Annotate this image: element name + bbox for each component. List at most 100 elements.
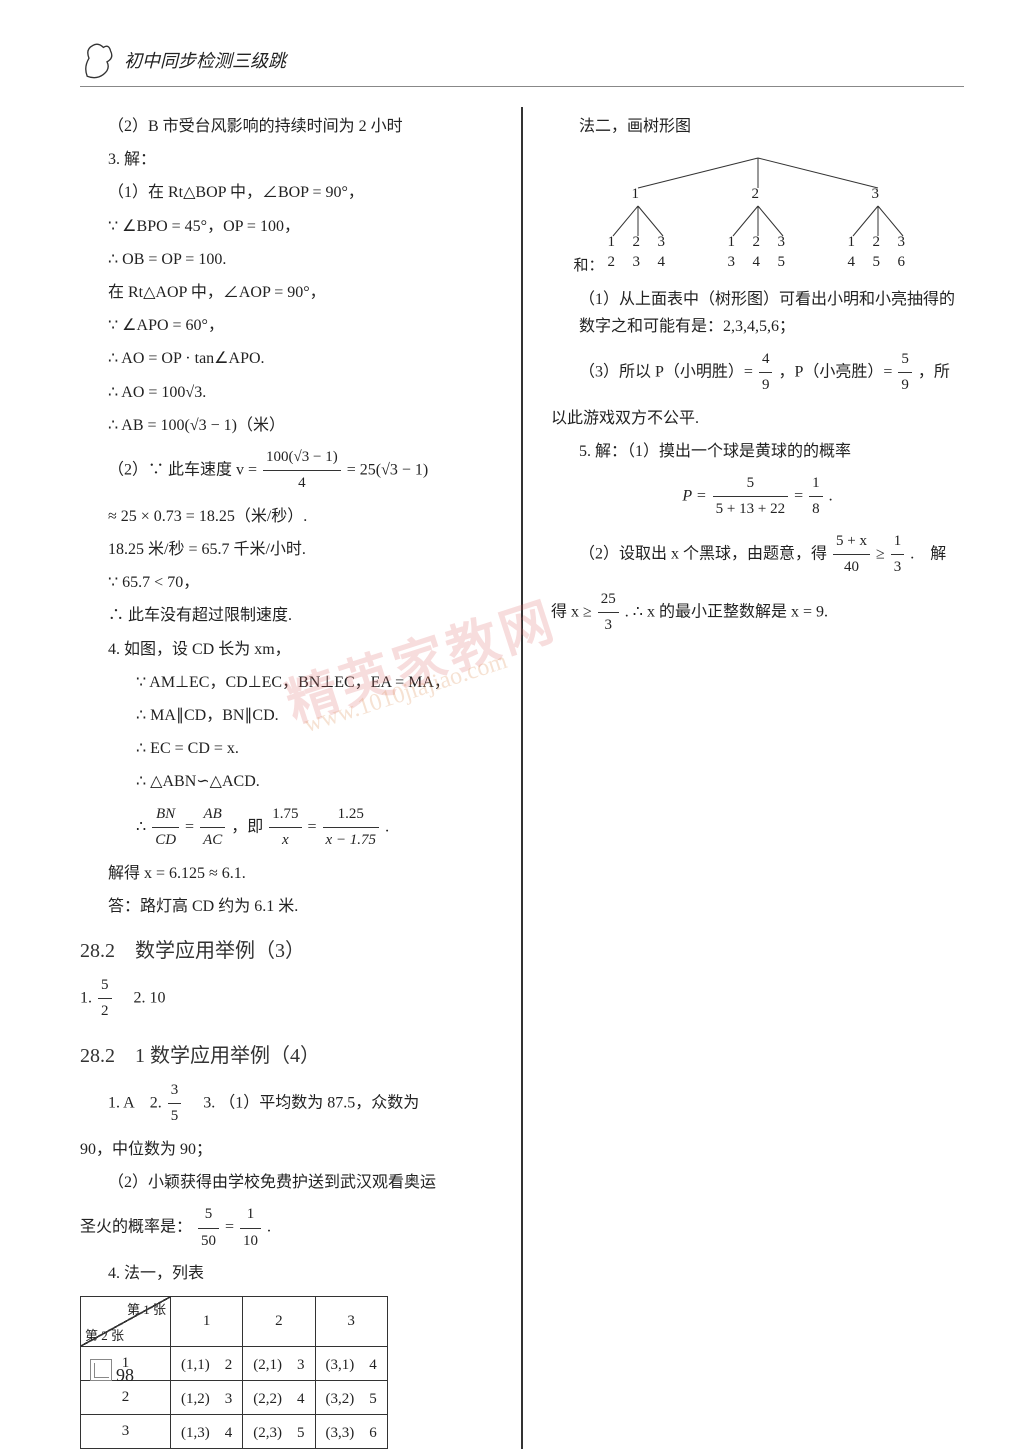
text: .: [385, 818, 389, 835]
text-line: 1. A 2. 35 3. （1）平均数为 87.5，众数为: [80, 1078, 493, 1130]
table-cell: (1,1) 2: [171, 1346, 243, 1380]
fraction: 13: [891, 529, 905, 581]
table-cell: (2,1) 3: [243, 1346, 315, 1380]
text-line: 1. 52 2. 10: [80, 973, 493, 1025]
text-line: 以此游戏双方不公平.: [551, 405, 964, 432]
tree-sum: 3: [633, 254, 641, 271]
header-title: 初中同步检测三级跳: [124, 47, 286, 73]
text-line: （2）设取出 x 个黑球，由题意，得 5 + x40 ≥ 13 . 解: [551, 529, 964, 581]
text: =: [225, 1219, 238, 1236]
fraction: 35: [168, 1078, 182, 1130]
text-line: 得 x ≥ 253 . ∴ x 的最小正整数解是 x = 9.: [551, 587, 964, 639]
text-line: ∴ 此车没有超过限制速度.: [80, 602, 493, 629]
text-line: ∴ AO = 100√3.: [80, 379, 493, 406]
text-line: （3）所以 P（小明胜）= 49 ，P（小亮胜）= 59 ，所: [551, 347, 964, 399]
tree-sum: 4: [753, 254, 761, 271]
table-cell: (2,3) 5: [243, 1414, 315, 1448]
text: 圣火的概率是：: [80, 1219, 192, 1236]
tree-leaf: 3: [778, 234, 786, 251]
text-line: ∴ AO = OP · tan∠APO.: [80, 345, 493, 372]
section-title: 28.2 1 数学应用举例（4）: [80, 1039, 493, 1068]
text: P =: [682, 488, 710, 505]
text-line: ∴ AB = 100(√3 − 1)（米）: [80, 412, 493, 439]
page-number: 98: [90, 1359, 134, 1386]
table-col-header: 1: [171, 1296, 243, 1346]
left-column: （2）B 市受台风影响的持续时间为 2 小时 3. 解： （1）在 Rt△BOP…: [80, 107, 493, 1449]
text-line: ∵ ∠APO = 60°，: [80, 312, 493, 339]
text: 得 x ≥: [551, 604, 596, 621]
table-cell: (3,2) 5: [315, 1380, 387, 1414]
text-line: ∵ ∠BPO = 45°，OP = 100，: [80, 213, 493, 240]
text-line: 4. 如图，设 CD 长为 xm，: [80, 636, 493, 663]
fraction: 550: [198, 1202, 219, 1254]
tree-leaf: 1: [728, 234, 736, 251]
tree-leaf: 2: [633, 234, 641, 251]
tree-leaf: 3: [658, 234, 666, 251]
text-line: 4. 法一，列表: [80, 1260, 493, 1287]
text-line: ≈ 25 × 0.73 = 18.25（米/秒）.: [80, 503, 493, 530]
text-line: 解得 x = 6.125 ≈ 6.1.: [80, 860, 493, 887]
tree-node: 2: [752, 186, 760, 203]
text-line: （2）小颖获得由学校免费护送到武汉观看奥运: [80, 1169, 493, 1196]
tree-node: 1: [632, 186, 640, 203]
table-cell: (3,1) 4: [315, 1346, 387, 1380]
fraction: 49: [759, 347, 773, 399]
fraction: BNCD: [152, 802, 179, 854]
fraction: 100(√3 − 1)4: [263, 445, 341, 497]
squirrel-logo-icon: [80, 40, 116, 80]
table-col-header: 2: [243, 1296, 315, 1346]
text: ，即: [231, 818, 263, 835]
tree-leaf: 1: [608, 234, 616, 251]
fraction: ABAC: [200, 802, 225, 854]
text: （2）∵ 此车速度 v =: [108, 462, 261, 479]
tree-diagram: 1 2 3 1 2 3 1 2 3 1 2 3 和： 2 3 4 3 4 5 4: [568, 148, 948, 278]
text-line: （2）B 市受台风影响的持续时间为 2 小时: [80, 113, 493, 140]
fraction: 1.25x − 1.75: [323, 802, 380, 854]
tree-sum: 5: [778, 254, 786, 271]
text-line: ∴ EC = CD = x.: [80, 735, 493, 762]
text-line: 5. 解：（1）摸出一个球是黄球的的概率: [551, 438, 964, 465]
table-cell: (1,2) 3: [171, 1380, 243, 1414]
diag-bot-label: 第 2 张: [85, 1325, 124, 1344]
text-line: 法二，画树形图: [551, 113, 964, 140]
page-num-text: 98: [116, 1365, 134, 1385]
column-divider: [521, 107, 523, 1449]
fraction: 110: [240, 1202, 261, 1254]
text-line: P = 55 + 13 + 22 = 18 .: [551, 471, 964, 523]
fraction: 55 + 13 + 22: [713, 471, 788, 523]
fraction: 18: [809, 471, 823, 523]
text-line: ∴ MA∥CD，BN∥CD.: [80, 702, 493, 729]
text-line: （1）在 Rt△BOP 中，∠BOP = 90°，: [80, 179, 493, 206]
text-line: ∴ △ABN∽△ACD.: [80, 768, 493, 795]
text: .: [267, 1219, 271, 1236]
text-line: ∵ 65.7 < 70，: [80, 569, 493, 596]
table-col-header: 3: [315, 1296, 387, 1346]
text-line: 3. 解：: [80, 146, 493, 173]
text: = 25(√3 − 1): [347, 462, 428, 479]
text: （2）设取出 x 个黑球，由题意，得: [579, 546, 827, 563]
text: 3. （1）平均数为 87.5，众数为: [187, 1095, 419, 1112]
header: 初中同步检测三级跳: [80, 40, 964, 87]
tree-sum-label: 和：: [574, 254, 604, 275]
text: ，P（小亮胜）=: [778, 363, 896, 380]
table-diag-header: 第 1 张 第 2 张: [81, 1296, 171, 1346]
table-cell: (1,3) 4: [171, 1414, 243, 1448]
table-row: 3 (1,3) 4 (2,3) 5 (3,3) 6: [81, 1414, 388, 1448]
text-line: ∴ BNCD = ABAC ，即 1.75x = 1.25x − 1.75 .: [80, 802, 493, 854]
text-line: 90，中位数为 90；: [80, 1136, 493, 1163]
tree-leaf: 2: [873, 234, 881, 251]
text: =: [308, 818, 321, 835]
tree-sum: 3: [728, 254, 736, 271]
tree-sum: 6: [898, 254, 906, 271]
right-column: 法二，画树形图 1 2 3 1 2 3 1 2 3 1: [551, 107, 964, 1449]
tree-leaf: 2: [753, 234, 761, 251]
fraction: 5 + x40: [833, 529, 870, 581]
text-line: ∵ AM⊥EC，CD⊥EC，BN⊥EC，EA = MA，: [80, 669, 493, 696]
text-line: （2）∵ 此车速度 v = 100(√3 − 1)4 = 25(√3 − 1): [80, 445, 493, 497]
text: . ∴ x 的最小正整数解是 x = 9.: [625, 604, 828, 621]
text-line: 圣火的概率是： 550 = 110 .: [80, 1202, 493, 1254]
text: =: [185, 818, 198, 835]
text-line: 答：路灯高 CD 约为 6.1 米.: [80, 893, 493, 920]
table-row-header: 3: [81, 1414, 171, 1448]
tree-sum: 2: [608, 254, 616, 271]
